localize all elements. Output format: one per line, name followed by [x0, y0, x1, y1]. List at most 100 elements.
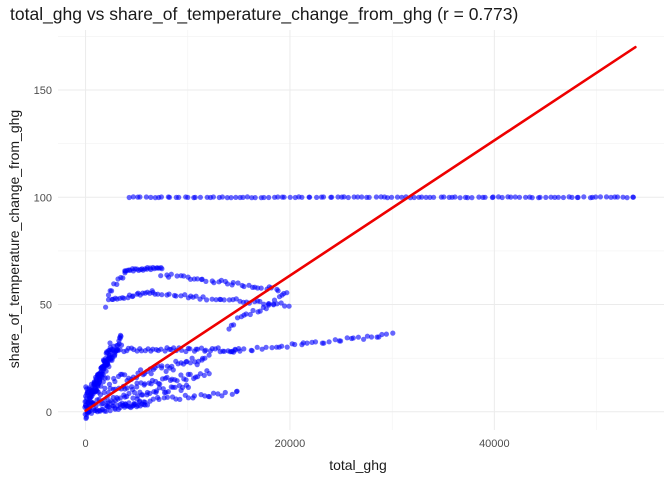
data-point	[121, 295, 127, 301]
data-point	[143, 194, 149, 200]
data-point	[206, 352, 212, 358]
data-point	[234, 388, 240, 394]
data-point	[368, 334, 375, 340]
data-point	[529, 195, 535, 201]
data-point	[201, 372, 207, 378]
data-point	[101, 389, 107, 396]
data-point	[166, 194, 173, 200]
data-point	[187, 360, 193, 366]
data-point	[278, 300, 284, 306]
data-point	[499, 194, 505, 201]
chart-title: total_ghg vs share_of_temperature_change…	[10, 4, 519, 24]
data-point	[98, 401, 104, 407]
data-point	[457, 195, 463, 201]
data-point	[275, 288, 281, 294]
data-point	[543, 194, 549, 200]
data-point	[361, 336, 367, 342]
data-point	[183, 377, 189, 383]
data-point	[226, 326, 232, 332]
x-tick-label: 20000	[275, 438, 306, 450]
data-point	[332, 337, 338, 343]
data-point	[219, 393, 225, 399]
data-point	[176, 194, 182, 200]
data-point	[247, 311, 253, 318]
data-point	[537, 194, 543, 200]
data-point	[614, 194, 621, 200]
data-point	[83, 414, 90, 420]
data-point	[89, 393, 95, 399]
data-point	[469, 195, 475, 201]
data-point	[241, 346, 247, 352]
data-point	[271, 297, 278, 303]
data-point	[193, 293, 199, 299]
data-point	[394, 194, 401, 200]
data-point	[389, 194, 395, 200]
data-point	[237, 348, 243, 354]
data-point	[200, 294, 206, 300]
data-point	[232, 347, 238, 353]
data-point	[100, 367, 106, 374]
data-point	[218, 277, 224, 283]
data-point	[148, 194, 154, 200]
data-point	[165, 389, 171, 395]
data-point	[191, 393, 197, 399]
data-point	[180, 384, 186, 390]
data-point	[159, 292, 165, 298]
data-point	[197, 194, 203, 200]
data-point	[548, 194, 554, 200]
data-point	[195, 346, 201, 352]
data-point	[314, 194, 320, 200]
data-point	[231, 322, 237, 328]
data-point	[172, 384, 178, 390]
data-point	[261, 194, 267, 201]
data-point	[241, 283, 247, 290]
data-point	[140, 392, 146, 398]
data-point	[144, 402, 151, 408]
data-point	[345, 194, 351, 201]
data-point	[423, 194, 429, 200]
data-point	[199, 276, 205, 282]
x-tick-label: 40000	[479, 438, 510, 450]
data-point	[266, 194, 272, 201]
data-point	[299, 194, 305, 200]
data-point	[107, 340, 113, 346]
y-tick-label: 100	[34, 192, 52, 204]
data-point	[124, 385, 130, 391]
data-point	[624, 195, 630, 201]
data-point	[441, 194, 447, 200]
data-point	[234, 315, 241, 321]
data-point	[94, 388, 100, 394]
data-point	[103, 408, 109, 414]
data-point	[581, 194, 587, 200]
data-point	[159, 363, 165, 369]
data-point	[259, 346, 265, 352]
data-point	[155, 291, 161, 297]
data-point	[630, 194, 637, 200]
data-point	[147, 390, 153, 396]
data-point	[130, 194, 136, 200]
data-point	[159, 266, 165, 272]
data-point	[224, 195, 230, 201]
data-point	[512, 194, 518, 200]
data-point	[189, 355, 195, 361]
data-point	[233, 194, 239, 200]
data-point	[209, 296, 215, 302]
data-point	[383, 331, 389, 337]
data-point	[338, 338, 344, 344]
data-point	[107, 408, 113, 414]
data-point	[99, 374, 105, 380]
data-point	[131, 389, 138, 396]
data-point	[465, 195, 471, 201]
data-point	[263, 344, 269, 350]
data-point	[120, 275, 126, 281]
data-point	[221, 348, 227, 354]
data-point	[243, 311, 249, 317]
data-point	[158, 194, 164, 200]
data-point	[83, 393, 89, 399]
data-point	[202, 355, 208, 361]
data-point	[341, 194, 347, 200]
data-point	[555, 194, 562, 200]
data-point	[228, 195, 234, 201]
data-point	[105, 292, 112, 298]
data-point	[109, 288, 115, 294]
